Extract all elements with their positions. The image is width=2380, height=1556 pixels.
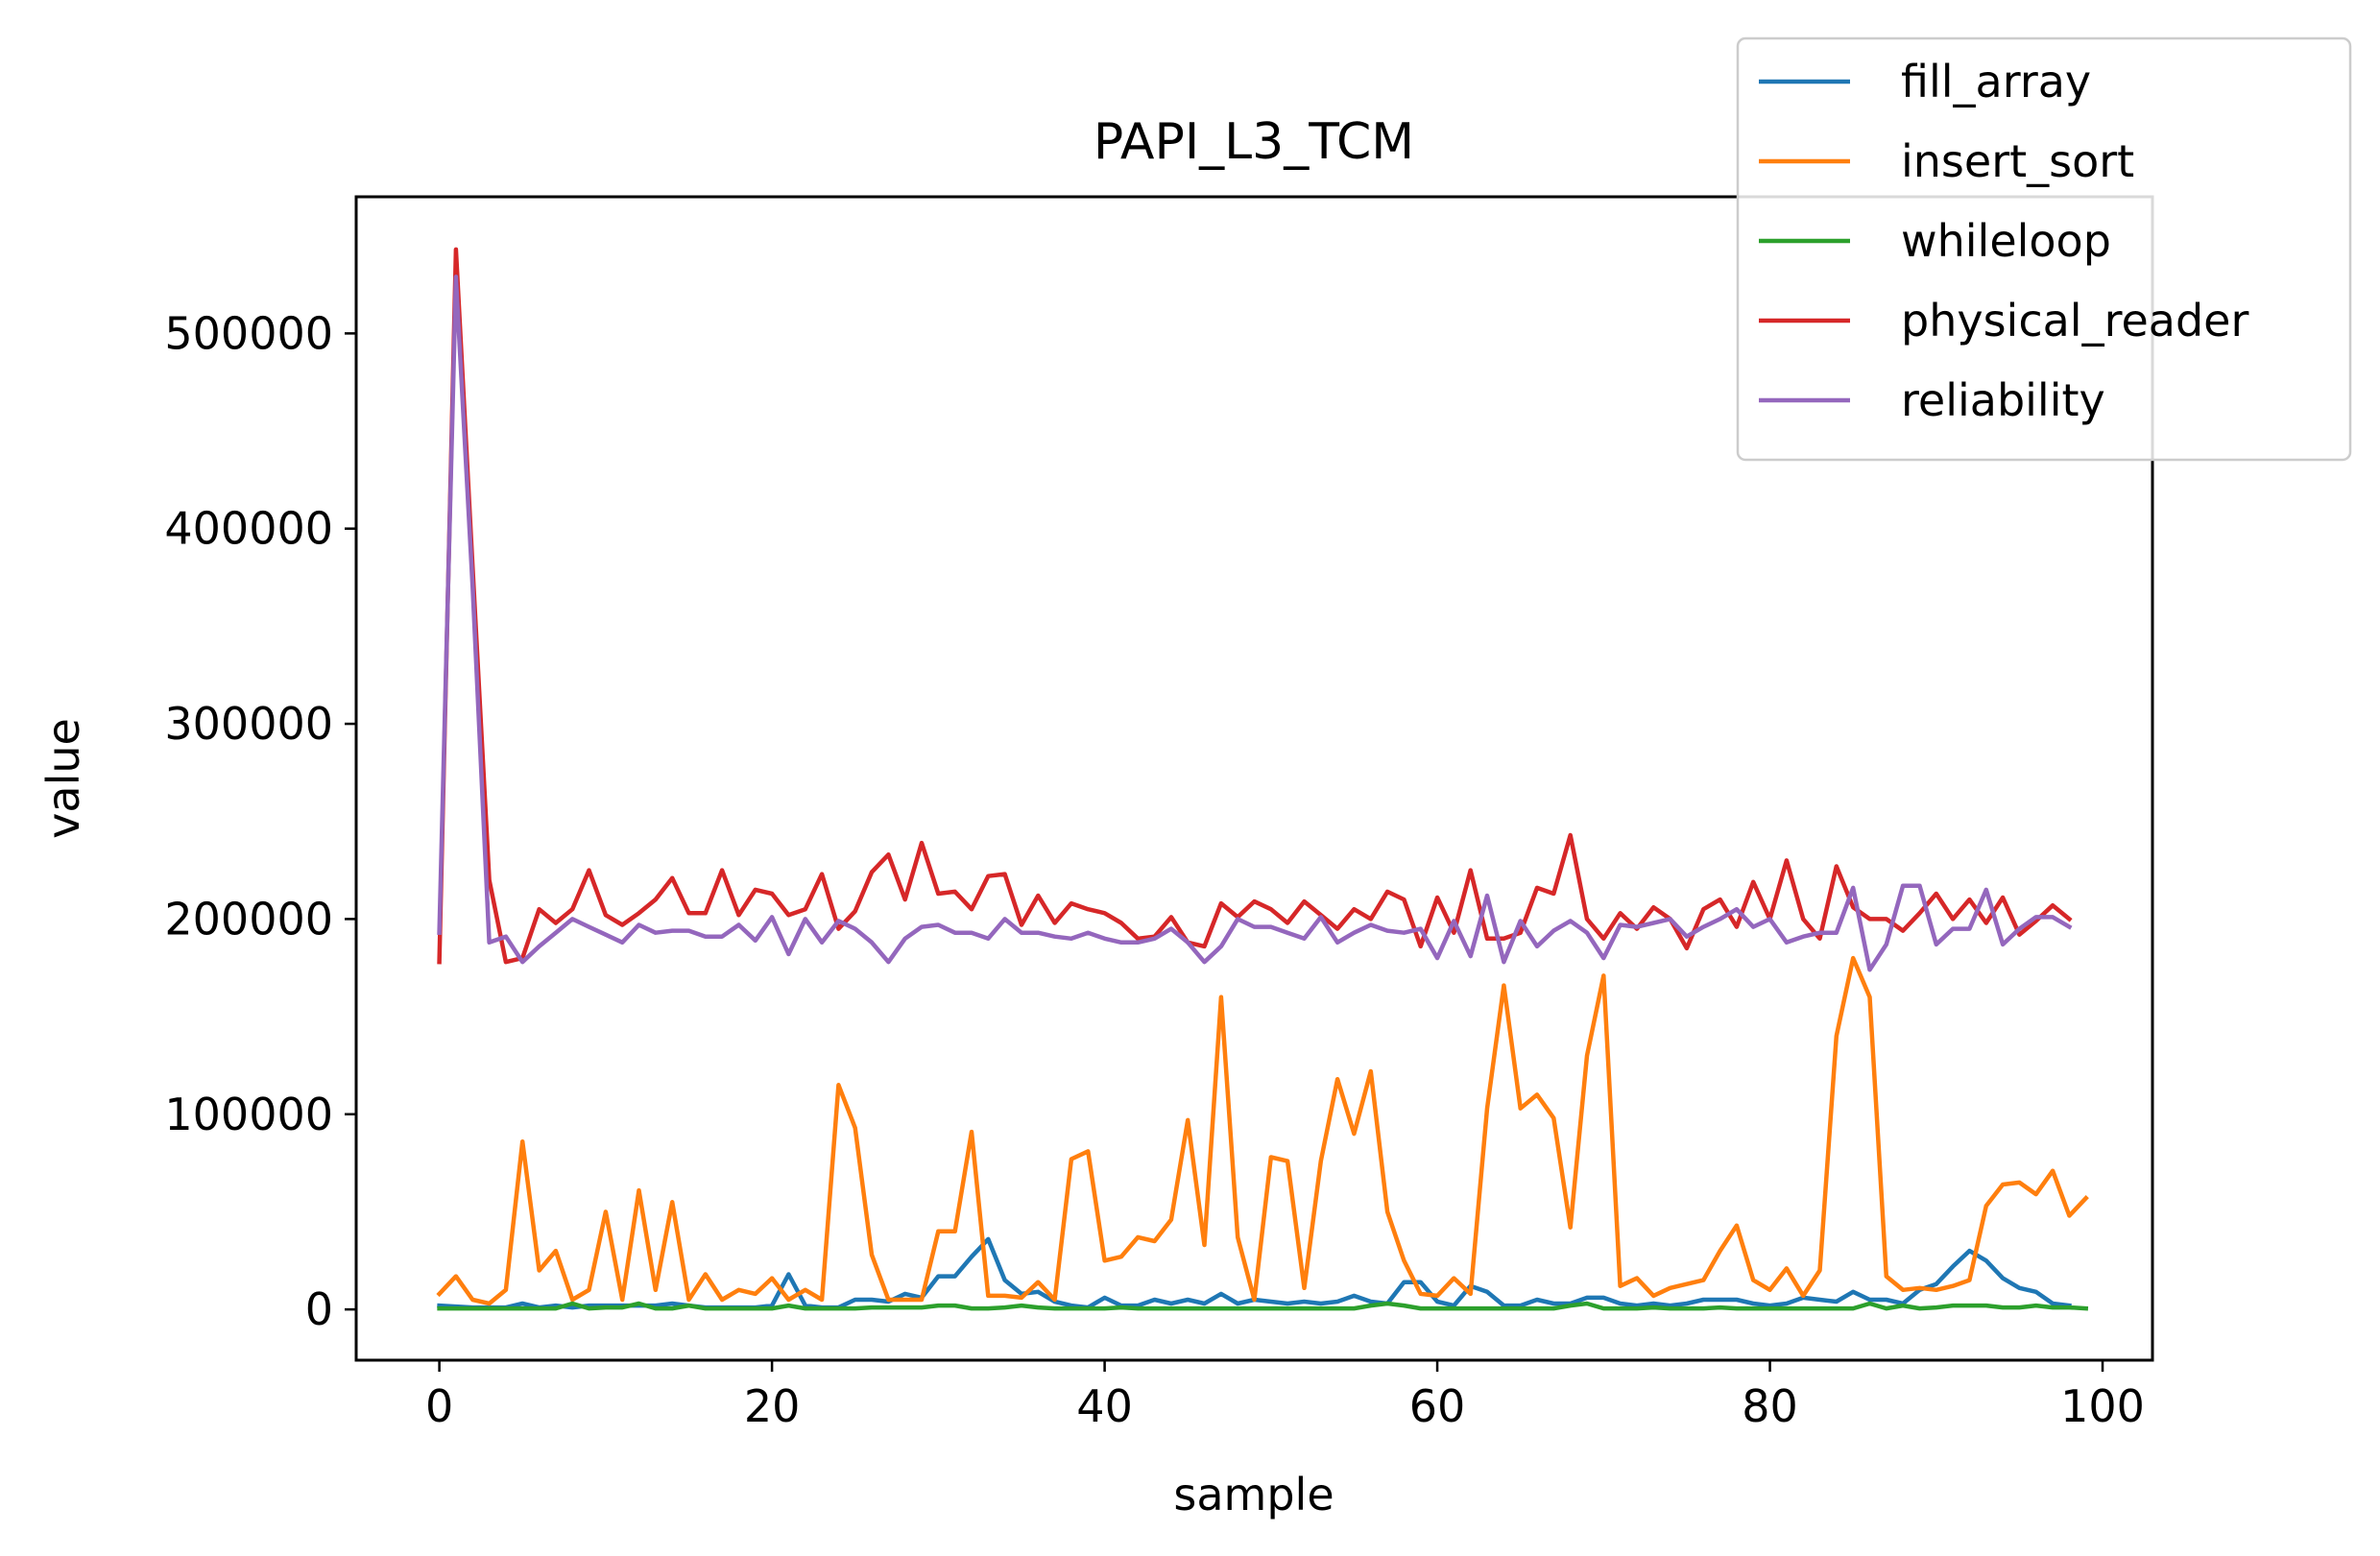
legend-label-fill_array: fill_array [1901, 56, 2091, 108]
series-line-reliability [437, 275, 2073, 972]
x-tick-label: 20 [744, 1380, 801, 1432]
y-tick-label: 300000 [164, 698, 333, 750]
series-line-insert_sort [436, 955, 2089, 1306]
x-tick-label: 100 [2060, 1380, 2145, 1432]
plot-area [436, 247, 2089, 1311]
y-tick-label: 200000 [164, 893, 333, 945]
y-axis-label: value [37, 718, 89, 839]
x-tick-label: 0 [425, 1380, 453, 1432]
series-line-whileloop [437, 1301, 2089, 1311]
y-tick-label: 400000 [164, 503, 333, 555]
legend-label-insert_sort: insert_sort [1901, 135, 2134, 187]
chart-title: PAPI_L3_TCM [1094, 113, 1414, 171]
y-tick-label: 500000 [164, 307, 333, 359]
legend-label-physical_reader: physical_reader [1901, 295, 2248, 347]
y-tick-label: 100000 [164, 1089, 333, 1140]
x-tick-label: 40 [1076, 1380, 1133, 1432]
legend-label-reliability: reliability [1901, 374, 2105, 426]
x-tick-label: 60 [1409, 1380, 1466, 1432]
plot-frame [354, 195, 2154, 1362]
series-line-physical_reader [437, 247, 2073, 965]
y-tick-label: 0 [305, 1283, 333, 1335]
legend-label-whileloop: whileloop [1901, 215, 2111, 267]
axes: 0 20 40 60 80 100 0 100000 200000 300000 400000 500… [164, 307, 2145, 1432]
legend: fill_array insert_sort whileloop physical_r… [1736, 36, 2352, 462]
legend-box [1736, 36, 2352, 462]
x-tick-label: 80 [1742, 1380, 1798, 1432]
x-axis-label: sample [1173, 1469, 1334, 1520]
